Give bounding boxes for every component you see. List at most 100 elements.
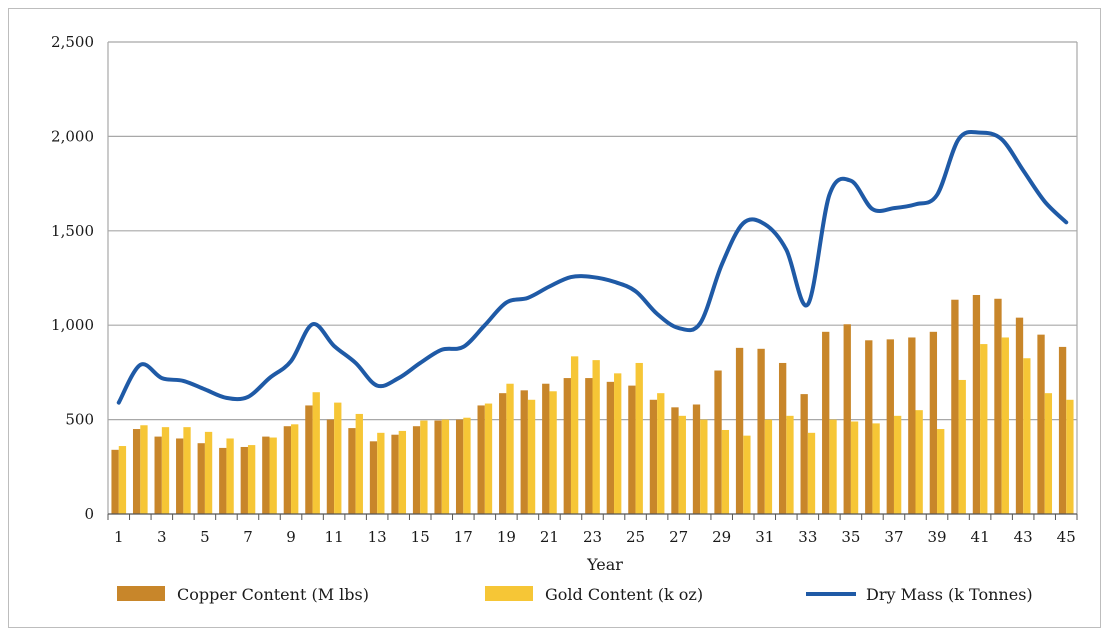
gold-bar <box>721 429 730 514</box>
gold-bar <box>678 415 686 514</box>
gold-bar <box>635 362 643 514</box>
copper-bar <box>154 436 162 514</box>
x-axis-title: Year <box>586 555 623 574</box>
y-tick-label: 0 <box>84 505 94 523</box>
copper-bar <box>369 441 378 514</box>
copper-bar <box>1015 317 1024 514</box>
x-tick-label: 13 <box>368 528 387 546</box>
copper-bar <box>262 436 270 514</box>
legend-label: Copper Content (M lbs) <box>177 585 369 604</box>
x-tick-label: 21 <box>540 528 559 546</box>
copper-bar <box>283 426 292 514</box>
gold-bar <box>1044 393 1053 514</box>
gold-bar <box>958 379 966 514</box>
copper-bar <box>326 419 335 514</box>
x-tick-label: 33 <box>798 528 817 546</box>
legend-gold: Gold Content (k oz) <box>485 585 703 604</box>
x-tick-label: 7 <box>243 528 253 546</box>
gold-bar <box>140 425 148 514</box>
copper-bar <box>735 347 744 514</box>
gold-bar <box>484 403 493 514</box>
x-tick-label: 35 <box>841 528 860 546</box>
copper-bar <box>778 362 787 514</box>
copper-bar <box>391 434 399 514</box>
x-tick-label: 29 <box>712 528 731 546</box>
copper-bar <box>563 378 571 514</box>
legend: Copper Content (M lbs) Gold Content (k oz… <box>117 585 1033 604</box>
gold-bar <box>527 399 536 514</box>
gold-bar <box>355 413 363 514</box>
gold-bar <box>291 424 299 514</box>
x-axis <box>107 513 1078 520</box>
copper-bar <box>886 339 894 514</box>
gold-bar <box>204 431 213 514</box>
gold-bar <box>183 427 191 514</box>
copper-bar <box>692 404 701 514</box>
gold-bar <box>420 420 428 514</box>
copper-bar <box>111 449 119 514</box>
copper-bar <box>1037 334 1045 514</box>
copper-bar <box>305 405 313 514</box>
gold-bar <box>743 435 751 514</box>
copper-bar <box>197 443 205 514</box>
gold-bar <box>118 446 127 514</box>
copper-bar <box>628 385 636 514</box>
x-tick-label: 45 <box>1057 528 1076 546</box>
gold-bar <box>377 432 385 514</box>
x-tick-label: 23 <box>583 528 602 546</box>
copper-bar <box>671 407 679 514</box>
dry-mass-line <box>116 129 1069 405</box>
gold-bar <box>506 383 514 514</box>
copper-bar <box>757 348 765 514</box>
dry-mass-line-layer <box>116 129 1069 405</box>
copper-bar <box>455 419 464 514</box>
gold-bar <box>398 430 407 514</box>
gold-bar <box>334 402 342 514</box>
x-tick-label: 19 <box>497 528 516 546</box>
gold-bar <box>915 410 923 514</box>
copper-bar <box>714 370 722 514</box>
copper-bar <box>542 383 550 514</box>
gold-bar <box>161 427 170 514</box>
gold-bar <box>1066 399 1074 514</box>
gold-bar <box>570 356 579 514</box>
copper-bar <box>240 446 248 514</box>
copper-bar <box>1058 346 1067 514</box>
gold-bar <box>980 344 988 514</box>
x-axis-ticks: 1 3 5 7 9 11 13 15 17 19 21 23 25 27 29 31 33 35 37 39 41 43 4… <box>114 528 1076 546</box>
copper-bar <box>348 428 356 514</box>
x-tick-label: 9 <box>286 528 296 546</box>
x-tick-label: 15 <box>411 528 430 546</box>
gold-bar <box>614 373 622 514</box>
legend-label: Gold Content (k oz) <box>545 585 703 604</box>
legend-swatch <box>485 586 533 601</box>
legend-dry-mass: Dry Mass (k Tonnes) <box>806 585 1033 604</box>
legend-label: Dry Mass (k Tonnes) <box>866 585 1033 604</box>
gold-bar <box>441 419 450 514</box>
x-tick-label: 41 <box>971 528 990 546</box>
copper-bar <box>843 324 851 514</box>
copper-bar <box>929 331 938 514</box>
legend-copper: Copper Content (M lbs) <box>117 585 369 604</box>
gold-bar <box>786 415 794 514</box>
copper-bar <box>477 405 485 514</box>
copper-bar <box>908 337 916 514</box>
gold-bar <box>226 438 234 514</box>
copper-bar <box>972 294 981 514</box>
copper-bar <box>132 429 141 514</box>
gold-bar <box>807 432 816 514</box>
x-tick-label: 17 <box>454 528 473 546</box>
gold-bar <box>764 419 773 514</box>
copper-bar <box>412 426 421 514</box>
gold-bar <box>1001 337 1009 514</box>
gold-bar <box>700 419 708 514</box>
x-tick-label: 11 <box>325 528 344 546</box>
x-tick-label: 5 <box>200 528 210 546</box>
gold-bar <box>872 423 880 514</box>
bars <box>111 294 1074 514</box>
gold-bar <box>247 445 256 514</box>
copper-bar <box>865 340 873 514</box>
x-tick-label: 31 <box>755 528 774 546</box>
copper-bar <box>434 420 442 514</box>
copper-bar <box>499 393 507 514</box>
